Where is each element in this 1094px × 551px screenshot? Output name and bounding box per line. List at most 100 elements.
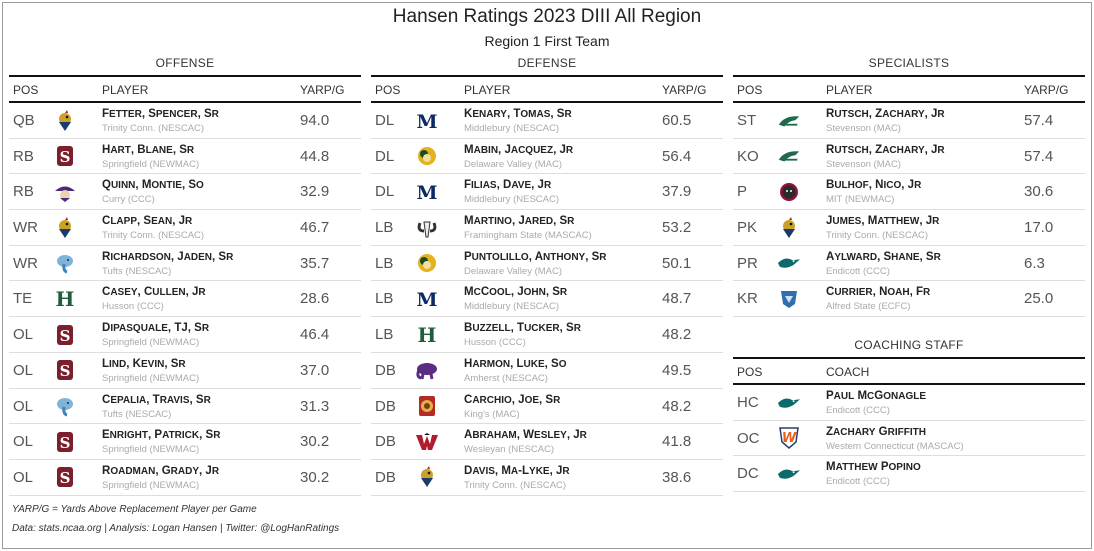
- table-row: OL S ROADMAN, GRADY, JR Springfield (NEWMAC…: [9, 460, 361, 496]
- position-cell: PK: [737, 219, 758, 237]
- page-title: Hansen Ratings 2023 DIII All Region: [392, 6, 702, 27]
- class-year: SR: [545, 393, 561, 406]
- class-year: JR: [573, 429, 587, 442]
- yarp-value: 56.4: [662, 147, 692, 165]
- table-row: LB MARTINO, JARED, SR Framingham State (MA…: [371, 210, 723, 246]
- player-name: CASEY, CULLEN, JR: [102, 286, 206, 299]
- yarp-value: 37.9: [662, 183, 692, 201]
- team-conference: Delaware Valley (MAC): [464, 265, 563, 277]
- position-cell: QB: [13, 112, 35, 129]
- team-conference: Curry (CCC): [102, 194, 155, 206]
- svg-text:M: M: [416, 289, 437, 309]
- player-name: ABRAHAM, WESLEY, JR: [464, 429, 587, 442]
- player-name: QUINN, MONTIE, SO: [102, 179, 204, 192]
- position-cell: LB: [375, 254, 394, 272]
- team-conference: Amherst (NESCAC): [464, 372, 548, 384]
- springfield-s-logo: S: [53, 323, 77, 346]
- position-cell: DB: [375, 468, 396, 486]
- coach-header: COACH: [826, 365, 870, 379]
- position-cell: PR: [737, 254, 758, 272]
- coaching-title: COACHING STAFF: [854, 338, 964, 352]
- yarp-value: 32.9: [300, 183, 330, 201]
- svg-text:S: S: [60, 469, 71, 487]
- wcsu-w-logo: W: [777, 427, 801, 450]
- position-cell: OL: [13, 468, 34, 486]
- table-row: DB HARMON, LUKE, SO Amherst (NESCAC) 49.5: [371, 353, 723, 389]
- table-row: KR CURRIER, NOAH, FR Alfred State (ECFC) 25…: [733, 281, 1085, 318]
- yarp-value: 25.0: [1024, 290, 1054, 308]
- class-year: SO: [188, 179, 204, 192]
- table-row: WR RICHARDSON, JADEN, SR Tufts (NESCAC) 35.…: [9, 246, 361, 282]
- table-row: P BULHOF, NICO, JR MIT (NEWMAC) 30.6: [733, 174, 1085, 211]
- position-cell: DB: [375, 361, 396, 379]
- yarp-value: 49.5: [662, 361, 692, 379]
- offense-header: POS PLAYER YARP/G: [9, 75, 361, 103]
- player-name: ENRIGHT, PATRICK, SR: [102, 429, 221, 442]
- husson-h-logo: H: [415, 323, 439, 346]
- class-year: JR: [205, 464, 220, 477]
- yarp-value: 38.6: [662, 468, 692, 486]
- team-conference: Springfield (NEWMAC): [102, 479, 200, 491]
- table-row: TE H CASEY, CULLEN, JR Husson (CCC) 28.6: [9, 281, 361, 318]
- player-name: MARTINO, JARED, SR: [464, 215, 575, 228]
- team-conference: Husson (CCC): [102, 301, 164, 313]
- position-cell: HC: [737, 394, 759, 411]
- defense-table: DEFENSE POS PLAYER YARP/G DL M KENARY, TOM…: [371, 56, 723, 496]
- class-year: JR: [931, 108, 945, 120]
- svg-text:S: S: [60, 362, 71, 380]
- middlebury-m-logo: M: [415, 109, 439, 132]
- team-conference: Trinity Conn. (NESCAC): [464, 479, 567, 491]
- team-conference: Middlebury (NESCAC): [464, 301, 560, 313]
- table-row: DL MABIN, JACQUEZ, JR Delaware Valley (MAC…: [371, 139, 723, 175]
- yarp-value: 30.6: [1024, 183, 1054, 201]
- team-conference: Western Connecticut (MASCAC): [826, 440, 964, 452]
- team-conference: MIT (NEWMAC): [826, 194, 895, 206]
- offense-title: OFFENSE: [155, 56, 215, 70]
- class-year: FR: [916, 286, 931, 299]
- springfield-s-logo: S: [53, 145, 77, 168]
- position-cell: DL: [375, 112, 395, 129]
- footnote: YARP/G = Yards Above Replacement Player …: [12, 504, 257, 515]
- player-name: MATTHEW POPINO: [826, 461, 921, 474]
- svg-text:H: H: [418, 324, 437, 346]
- player-name: CLAPP, SEAN, JR: [102, 215, 193, 228]
- aggie-ram-logo: [415, 252, 439, 275]
- svg-text:M: M: [416, 182, 437, 202]
- middlebury-m-logo: M: [415, 287, 439, 310]
- player-name: AYLWARD, SHANE, SR: [826, 250, 941, 263]
- player-name: CURRIER, NOAH, FR: [826, 286, 931, 299]
- position-cell: LB: [375, 219, 394, 237]
- class-year: SR: [195, 393, 211, 406]
- player-name: ROADMAN, GRADY, JR: [102, 464, 220, 477]
- table-row: OL CEPALIA, TRAVIS, SR Tufts (NESCAC) 31.3: [9, 389, 361, 425]
- yarp-value: 46.4: [300, 326, 330, 344]
- team-conference: Endicott (CCC): [826, 405, 890, 416]
- bantam-logo: [777, 216, 801, 239]
- position-cell: WR: [13, 219, 38, 237]
- bantam-logo: [53, 109, 77, 132]
- player-name: RUTSCH, ZACHARY, JR: [826, 108, 945, 120]
- position-cell: DB: [375, 397, 396, 415]
- yarp-value: 30.2: [300, 433, 330, 451]
- team-conference: Springfield (NEWMAC): [102, 444, 200, 456]
- springfield-s-logo: S: [53, 359, 77, 382]
- table-row: QB FETTER, SPENCER, SR Trinity Conn. (NESC…: [9, 103, 361, 139]
- specialists-header: POS PLAYER YARP/G: [733, 75, 1085, 103]
- svg-text:S: S: [60, 434, 71, 452]
- position-cell: OL: [13, 361, 34, 379]
- svg-text:S: S: [60, 327, 71, 345]
- husson-h-logo: H: [53, 287, 77, 310]
- mustang-logo: [777, 109, 801, 132]
- team-conference: Alfred State (ECFC): [826, 301, 911, 313]
- team-conference: Trinity Conn. (NESCAC): [102, 123, 205, 134]
- team-conference: Delaware Valley (MAC): [464, 158, 563, 170]
- defense-header: POS PLAYER YARP/G: [371, 75, 723, 103]
- position-cell: OL: [13, 433, 34, 451]
- position-cell: OL: [13, 397, 34, 415]
- cardinal-w-logo: [415, 430, 439, 453]
- yarp-value: 57.4: [1024, 147, 1054, 165]
- svg-text:S: S: [60, 148, 71, 166]
- player-name: MABIN, JACQUEZ, JR: [464, 143, 574, 156]
- player-name: DIPASQUALE, TJ, SR: [102, 322, 210, 335]
